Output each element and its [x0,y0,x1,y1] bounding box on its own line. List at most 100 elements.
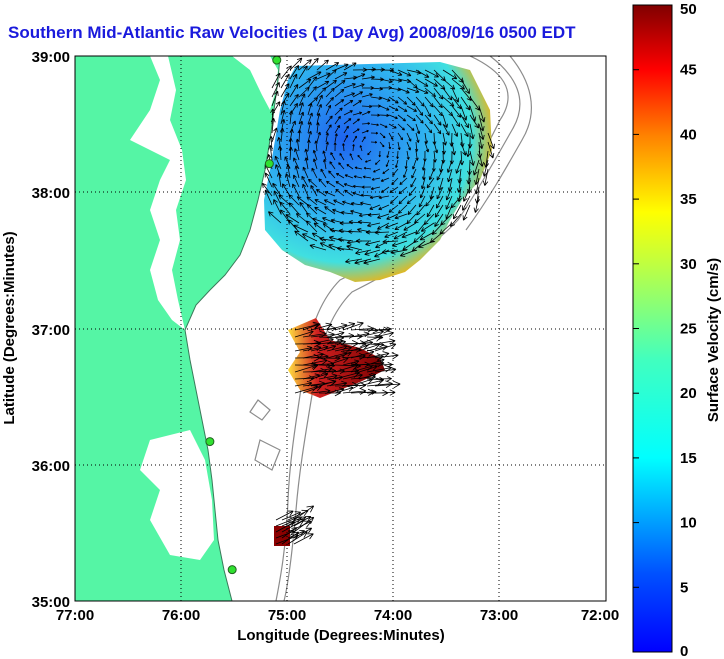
velocity-vector [374,342,397,352]
velocity-vector [388,105,399,111]
velocity-vector [298,59,312,71]
velocity-vector [287,219,300,233]
velocity-vector [280,118,286,134]
velocity-vector [335,181,345,188]
velocity-vector [271,82,280,98]
velocity-vector [294,148,300,161]
velocity-vector [451,105,462,118]
velocity-vector [415,123,421,135]
velocity-vector [354,258,372,265]
velocity-vector [424,141,430,153]
radar-station-marker [227,565,237,575]
velocity-vector [403,222,417,231]
velocity-vector [355,249,372,255]
velocity-vector [289,93,299,107]
velocity-vector [374,380,401,389]
velocity-vector [272,182,282,197]
velocity-vector [281,183,291,197]
velocity-vector [391,240,408,248]
velocity-vector [411,168,417,179]
velocity-vector [350,209,363,215]
velocity-vector [397,123,405,131]
velocity-vector [361,110,371,116]
velocity-vector [275,521,295,533]
velocity-vector [323,159,327,170]
velocity-vector [288,146,293,161]
y-tick-label: 39:00 [32,49,70,66]
velocity-vector [414,213,426,224]
velocity-vector [343,134,349,143]
velocity-vector [397,141,401,151]
velocity-vector [367,150,372,156]
velocity-vector [342,359,360,366]
velocity-vector [280,65,292,80]
velocity-vector [334,363,359,373]
velocity-vector [339,153,345,161]
velocity-vector [295,213,309,224]
velocity-vector [307,121,312,134]
velocity-vector [487,141,495,159]
velocity-vector [325,124,332,134]
velocity-vector [334,107,343,116]
velocity-vector [334,80,346,89]
velocity-vector [261,182,273,197]
velocity-vector [424,87,437,98]
velocity-vector [418,240,435,249]
velocity-vector [334,99,345,107]
velocity-vector [473,195,480,213]
colorbar-tick-label: 20 [680,385,697,402]
velocity-vector [325,69,337,80]
velocity-vector [314,199,327,206]
velocity-vector [451,87,460,103]
colorbar-gradient [632,4,673,653]
velocity-vector [364,159,372,163]
velocity-vector [294,363,319,373]
velocity-vector [436,186,444,200]
velocity-vector [302,323,319,331]
velocity-vector [469,114,480,129]
velocity-vector [343,110,353,116]
velocity-vector [361,122,371,125]
velocity-vector [410,177,417,188]
velocity-vector [415,132,420,143]
x-axis: 77:00 76:00 75:00 74:00 73:00 72:00 Long… [56,607,619,644]
velocity-vector [318,344,337,352]
velocity-vector [420,222,435,232]
colorbar-tick-label: 45 [680,62,697,79]
velocity-vector [357,154,363,161]
velocity-vector [397,204,408,214]
velocity-vector [370,186,381,191]
velocity-vector [397,132,404,141]
velocity-vector [305,220,318,233]
velocity-vector [416,204,426,216]
velocity-vector [298,111,305,125]
velocity-vector [451,114,461,128]
velocity-vector [369,195,381,200]
velocity-vector [277,137,282,152]
velocity-vector [412,159,417,170]
velocity-vector [406,132,412,142]
velocity-vector [424,105,432,118]
velocity-vector [433,141,439,154]
velocity-vector [316,94,323,107]
velocity-vector [358,364,378,373]
velocity-vector [306,196,318,206]
velocity-vector [302,166,309,179]
delaware-bay [232,56,278,110]
x-tick-label: 75:00 [268,607,306,624]
velocity-vector [361,185,372,189]
velocity-vector [379,123,388,128]
plot-frame [74,55,607,602]
velocity-vector [312,149,318,161]
velocity-vector [274,155,282,170]
velocity-vector [319,242,336,251]
velocity-vector [424,114,433,125]
velocity-vector [352,83,365,89]
velocity-vector [377,222,390,230]
velocity-vector [436,168,444,181]
velocity-vector [366,380,393,389]
velocity-vector [326,330,345,338]
velocity-vector [268,211,282,224]
velocity-vector [374,159,381,165]
